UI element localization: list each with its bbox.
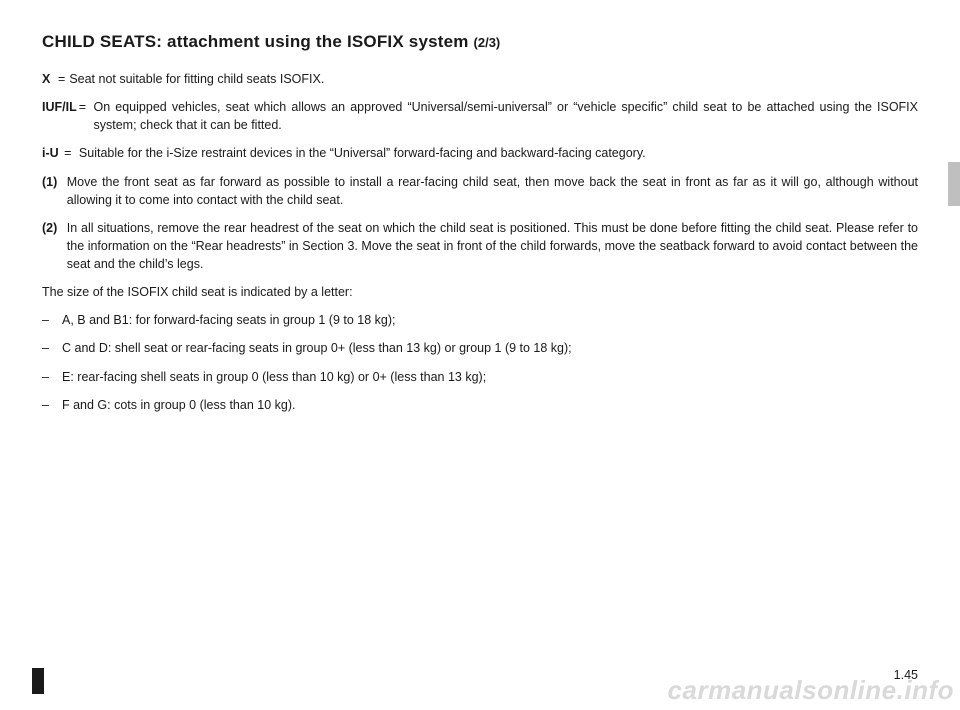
note-key: (2) — [42, 219, 57, 273]
size-intro: The size of the ISOFIX child seat is ind… — [42, 283, 918, 301]
def-equals: = — [77, 98, 94, 134]
bullet-text: F and G: cots in group 0 (less than 10 k… — [62, 396, 295, 414]
note-spacer — [57, 173, 66, 209]
note-1: (1) Move the front seat as far forward a… — [42, 173, 918, 209]
bullet-text: E: rear-facing shell seats in group 0 (l… — [62, 368, 486, 386]
bullet-dash: – — [42, 311, 62, 329]
section-tab-left — [32, 668, 44, 694]
list-item: – E: rear-facing shell seats in group 0 … — [42, 368, 918, 386]
definition-x: X = Seat not suitable for fitting child … — [42, 70, 918, 88]
def-key: X — [42, 70, 56, 88]
definition-iufil: IUF/IL = On equipped vehicles, seat whic… — [42, 98, 918, 134]
def-value: On equipped vehicles, seat which allows … — [94, 98, 919, 134]
page-title: CHILD SEATS: attachment using the ISOFIX… — [42, 32, 918, 52]
list-item: – F and G: cots in group 0 (less than 10… — [42, 396, 918, 414]
bullet-text: A, B and B1: for forward-facing seats in… — [62, 311, 396, 329]
bullet-text: C and D: shell seat or rear-facing seats… — [62, 339, 572, 357]
def-value: Seat not suitable for fitting child seat… — [69, 70, 918, 88]
list-item: – A, B and B1: for forward-facing seats … — [42, 311, 918, 329]
list-item: – C and D: shell seat or rear-facing sea… — [42, 339, 918, 357]
watermark: carmanualsonline.info — [668, 675, 954, 706]
def-value: Suitable for the i-Size restraint device… — [79, 144, 918, 162]
bullet-dash: – — [42, 339, 62, 357]
title-sub: (2/3) — [474, 35, 501, 50]
note-value: Move the front seat as far forward as po… — [67, 173, 918, 209]
note-2: (2) In all situations, remove the rear h… — [42, 219, 918, 273]
def-equals: = — [59, 144, 79, 162]
section-tab-right — [948, 162, 960, 206]
definition-iu: i-U = Suitable for the i-Size restraint … — [42, 144, 918, 162]
def-key: i-U — [42, 144, 59, 162]
def-equals: = — [56, 70, 69, 88]
def-key: IUF/IL — [42, 98, 77, 134]
note-key: (1) — [42, 173, 57, 209]
page-content: CHILD SEATS: attachment using the ISOFIX… — [0, 0, 960, 414]
bullet-dash: – — [42, 396, 62, 414]
bullet-dash: – — [42, 368, 62, 386]
note-spacer — [57, 219, 66, 273]
size-list: – A, B and B1: for forward-facing seats … — [42, 311, 918, 414]
note-value: In all situations, remove the rear headr… — [67, 219, 918, 273]
title-main: CHILD SEATS: attachment using the ISOFIX… — [42, 32, 474, 51]
